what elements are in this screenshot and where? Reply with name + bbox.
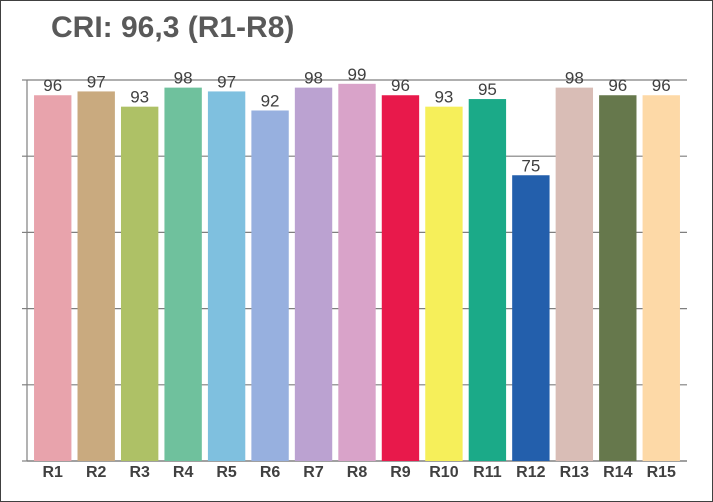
data-label-r5: 97 [217, 72, 236, 91]
chart-title: CRI: 96,3 (R1-R8) [51, 11, 295, 44]
x-tick-label-r2: R2 [86, 464, 107, 481]
data-label-r3: 93 [130, 88, 149, 107]
data-label-r15: 96 [652, 76, 671, 95]
x-tick-label-r13: R13 [560, 464, 589, 481]
x-tick-label-r6: R6 [260, 464, 281, 481]
x-tick-label-r5: R5 [216, 464, 237, 481]
x-tick-label-r3: R3 [129, 464, 150, 481]
data-label-r14: 96 [608, 76, 627, 95]
x-tick-label-r10: R10 [429, 464, 458, 481]
data-label-r8: 99 [348, 65, 367, 84]
data-label-r9: 96 [391, 76, 410, 95]
x-tick-label-r9: R9 [390, 464, 411, 481]
bar-r5 [207, 91, 246, 462]
x-tick-label-r4: R4 [173, 464, 194, 481]
data-label-r6: 92 [261, 91, 280, 110]
x-tick-label-r11: R11 [473, 464, 502, 481]
bar-r6 [251, 110, 289, 461]
x-tick-label-r12: R12 [516, 464, 545, 481]
x-tick-label-r15: R15 [647, 464, 676, 481]
data-label-r10: 93 [434, 88, 453, 107]
x-tick-label-r7: R7 [303, 464, 324, 481]
bar-r12 [512, 175, 550, 461]
data-label-r13: 98 [565, 69, 584, 88]
bar-r7 [294, 87, 333, 462]
data-label-r4: 98 [174, 69, 193, 88]
bar-r11 [468, 99, 507, 462]
x-tick-label-r14: R14 [603, 464, 632, 481]
bar-r15 [642, 95, 680, 462]
bar-r13 [555, 87, 594, 462]
bar-r14 [599, 95, 637, 462]
data-label-r1: 96 [43, 76, 62, 95]
data-label-r2: 97 [87, 72, 106, 91]
data-label-r12: 75 [521, 156, 540, 175]
bar-r3 [120, 106, 159, 462]
data-label-r7: 98 [304, 69, 323, 88]
x-tick-label-r8: R8 [347, 464, 368, 481]
bar-r10 [425, 106, 463, 462]
bar-r8 [338, 83, 376, 461]
x-tick-label-r1: R1 [43, 464, 64, 481]
bar-r2 [77, 91, 115, 462]
data-label-r11: 95 [478, 80, 497, 99]
bar-r4 [164, 87, 202, 462]
bar-r1 [34, 95, 72, 462]
bar-r9 [381, 95, 420, 462]
